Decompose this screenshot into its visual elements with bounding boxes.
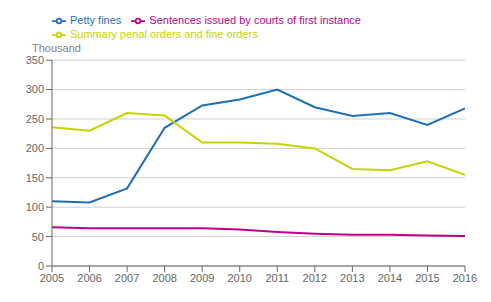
svg-text:350: 350 (26, 54, 44, 66)
svg-text:2015: 2015 (415, 272, 439, 284)
svg-text:2010: 2010 (227, 272, 251, 284)
svg-text:50: 50 (32, 231, 44, 243)
svg-text:150: 150 (26, 172, 44, 184)
svg-text:250: 250 (26, 113, 44, 125)
svg-text:Thousand: Thousand (32, 42, 81, 54)
svg-text:2013: 2013 (340, 272, 364, 284)
svg-text:2012: 2012 (303, 272, 327, 284)
svg-text:200: 200 (26, 142, 44, 154)
html-text:Sentences issued by courts of: Sentences issued by courts of first inst… (149, 14, 361, 26)
svg-text:2007: 2007 (115, 272, 139, 284)
svg-text:2006: 2006 (77, 272, 101, 284)
svg-text:0: 0 (38, 260, 44, 272)
html-text:Summary penal orders and fine: Summary penal orders and fine orders (70, 28, 258, 41)
svg-text:2005: 2005 (40, 272, 64, 284)
svg-text:300: 300 (26, 83, 44, 95)
svg-text:2016: 2016 (453, 272, 477, 284)
html-text:Petty fines: Petty fines (70, 14, 122, 26)
svg-text:2008: 2008 (152, 272, 176, 284)
svg-text:2014: 2014 (378, 272, 402, 284)
svg-text:2009: 2009 (190, 272, 214, 284)
svg-text:100: 100 (26, 201, 44, 213)
svg-text:2011: 2011 (265, 272, 289, 284)
